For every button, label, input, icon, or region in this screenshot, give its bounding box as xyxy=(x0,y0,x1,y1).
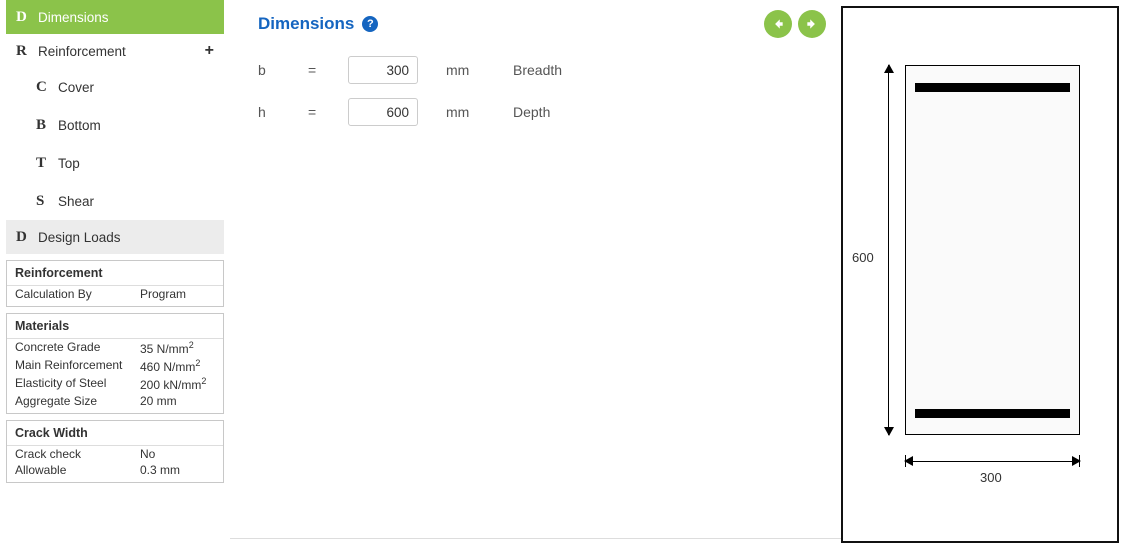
field-desc: Depth xyxy=(498,104,550,120)
card-row: Calculation By Program xyxy=(7,286,223,306)
dimension-b-label: 300 xyxy=(980,470,1002,485)
card-row-label: Main Reinforcement xyxy=(15,358,140,374)
card-row-value: 200 kN/mm2 xyxy=(140,376,215,392)
card-row: Main Reinforcement 460 N/mm2 xyxy=(7,357,223,375)
nav-label: Design Loads xyxy=(38,230,214,245)
nav-letter: T xyxy=(36,155,58,172)
field-breadth: b = mm Breadth xyxy=(258,56,826,84)
rebar-bottom xyxy=(915,409,1070,418)
prev-button[interactable] xyxy=(764,10,792,38)
nav-label: Bottom xyxy=(58,118,214,133)
nav-item-top[interactable]: T Top xyxy=(6,144,224,182)
nav-item-cover[interactable]: C Cover xyxy=(6,68,224,106)
main-header: Dimensions ? xyxy=(258,10,826,38)
expand-icon[interactable]: + xyxy=(205,42,214,60)
nav-item-shear[interactable]: S Shear xyxy=(6,182,224,220)
field-unit: mm xyxy=(418,62,498,78)
arrow-left-icon xyxy=(771,17,785,31)
nav-letter: B xyxy=(36,117,58,134)
card-row: Concrete Grade 35 N/mm2 xyxy=(7,339,223,357)
nav-item-reinforcement[interactable]: R Reinforcement + xyxy=(6,34,224,68)
nav-letter: C xyxy=(36,79,58,96)
next-button[interactable] xyxy=(798,10,826,38)
card-row-value: 460 N/mm2 xyxy=(140,358,215,374)
field-depth: h = mm Depth xyxy=(258,98,826,126)
card-row: Elasticity of Steel 200 kN/mm2 xyxy=(7,375,223,393)
diagram-panel: 600 300 xyxy=(841,6,1119,543)
field-equals: = xyxy=(308,62,348,78)
field-symbol: b xyxy=(258,62,308,78)
dimension-h-label: 600 xyxy=(852,250,874,265)
card-row-value: Program xyxy=(140,287,215,301)
field-symbol: h xyxy=(258,104,308,120)
beam-outline xyxy=(905,65,1080,435)
page-title: Dimensions ? xyxy=(258,14,378,34)
nav-letter: D xyxy=(16,9,38,26)
breadth-input[interactable] xyxy=(348,56,418,84)
sidebar: D Dimensions R Reinforcement + C Cover B… xyxy=(0,0,230,549)
nav-letter: R xyxy=(16,43,38,60)
dimension-vertical xyxy=(878,65,898,435)
card-title: Materials xyxy=(7,314,223,339)
nav-label: Cover xyxy=(58,80,214,95)
card-row-value: No xyxy=(140,447,215,461)
card-row-label: Aggregate Size xyxy=(15,394,140,408)
card-row-label: Crack check xyxy=(15,447,140,461)
rebar-top xyxy=(915,83,1070,92)
nav-item-bottom[interactable]: B Bottom xyxy=(6,106,224,144)
card-row: Aggregate Size 20 mm xyxy=(7,393,223,413)
help-icon[interactable]: ? xyxy=(362,16,378,32)
field-unit: mm xyxy=(418,104,498,120)
card-row: Crack check No xyxy=(7,446,223,462)
card-row: Allowable 0.3 mm xyxy=(7,462,223,482)
arrow-right-icon xyxy=(805,17,819,31)
card-title: Crack Width xyxy=(7,421,223,446)
page-title-text: Dimensions xyxy=(258,14,354,34)
card-reinforcement: Reinforcement Calculation By Program xyxy=(6,260,224,307)
nav-letter: S xyxy=(36,193,58,210)
nav-label: Shear xyxy=(58,194,214,209)
nav-letter: D xyxy=(16,229,38,246)
field-equals: = xyxy=(308,104,348,120)
card-row-label: Concrete Grade xyxy=(15,340,140,356)
card-materials: Materials Concrete Grade 35 N/mm2 Main R… xyxy=(6,313,224,414)
diagram-inner: 600 300 xyxy=(860,55,1100,495)
nav-label: Dimensions xyxy=(38,10,214,25)
depth-input[interactable] xyxy=(348,98,418,126)
card-row-value: 20 mm xyxy=(140,394,215,408)
card-title: Reinforcement xyxy=(7,261,223,286)
nav-item-dimensions[interactable]: D Dimensions xyxy=(6,0,224,34)
nav-label: Reinforcement xyxy=(38,44,205,59)
field-desc: Breadth xyxy=(498,62,562,78)
nav-arrows xyxy=(764,10,826,38)
card-row-value: 0.3 mm xyxy=(140,463,215,477)
nav-item-design-loads[interactable]: D Design Loads xyxy=(6,220,224,254)
main-panel: Dimensions ? b = mm Breadth h = mm Depth xyxy=(230,0,841,539)
card-row-label: Calculation By xyxy=(15,287,140,301)
nav-label: Top xyxy=(58,156,214,171)
card-row-label: Allowable xyxy=(15,463,140,477)
card-row-label: Elasticity of Steel xyxy=(15,376,140,392)
card-row-value: 35 N/mm2 xyxy=(140,340,215,356)
card-crack-width: Crack Width Crack check No Allowable 0.3… xyxy=(6,420,224,483)
